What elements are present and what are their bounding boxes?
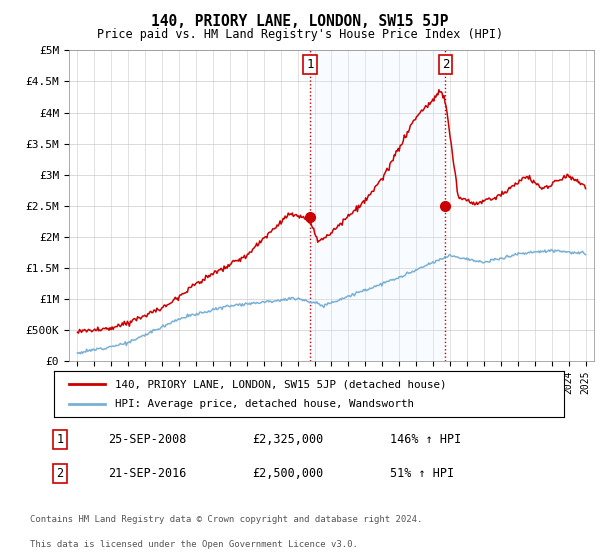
Text: This data is licensed under the Open Government Licence v3.0.: This data is licensed under the Open Gov… <box>30 540 358 549</box>
Text: 140, PRIORY LANE, LONDON, SW15 5JP: 140, PRIORY LANE, LONDON, SW15 5JP <box>151 14 449 29</box>
Text: 21-SEP-2016: 21-SEP-2016 <box>108 466 187 480</box>
Text: 140, PRIORY LANE, LONDON, SW15 5JP (detached house): 140, PRIORY LANE, LONDON, SW15 5JP (deta… <box>115 379 446 389</box>
Text: Price paid vs. HM Land Registry's House Price Index (HPI): Price paid vs. HM Land Registry's House … <box>97 28 503 41</box>
Text: 25-SEP-2008: 25-SEP-2008 <box>108 433 187 446</box>
Text: £2,325,000: £2,325,000 <box>252 433 323 446</box>
Text: Contains HM Land Registry data © Crown copyright and database right 2024.: Contains HM Land Registry data © Crown c… <box>30 515 422 524</box>
Text: 1: 1 <box>306 58 314 71</box>
Text: 2: 2 <box>442 58 449 71</box>
Text: £2,500,000: £2,500,000 <box>252 466 323 480</box>
Text: 2: 2 <box>56 466 64 480</box>
Text: 51% ↑ HPI: 51% ↑ HPI <box>390 466 454 480</box>
Bar <box>310 50 445 361</box>
Text: 146% ↑ HPI: 146% ↑ HPI <box>390 433 461 446</box>
Text: HPI: Average price, detached house, Wandsworth: HPI: Average price, detached house, Wand… <box>115 399 414 409</box>
Text: 1: 1 <box>56 433 64 446</box>
